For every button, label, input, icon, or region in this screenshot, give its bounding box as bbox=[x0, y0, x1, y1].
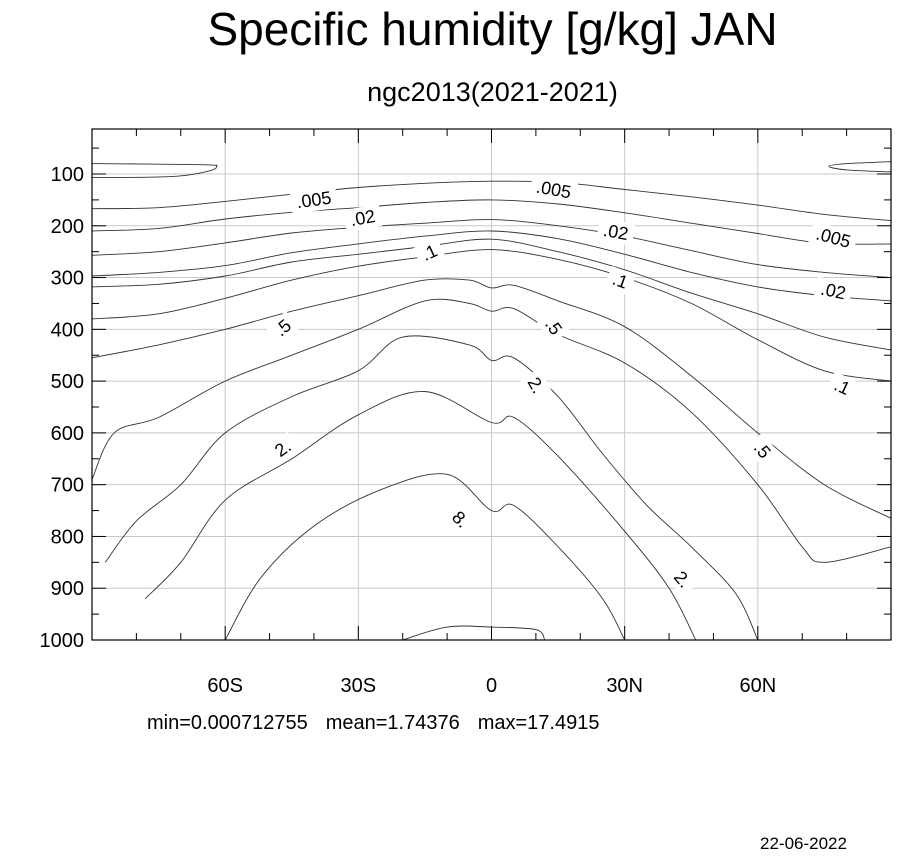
chart-title: Specific humidity [g/kg] JAN bbox=[207, 3, 778, 55]
x-tick-label: 60S bbox=[207, 675, 243, 697]
contour-label-bg bbox=[604, 265, 637, 296]
contour-label-bg bbox=[596, 218, 636, 246]
contour-label: .1 bbox=[604, 265, 637, 296]
contour-line-5 bbox=[144, 391, 697, 641]
contour-label: .5 bbox=[537, 309, 571, 344]
contour-line-0p2 bbox=[91, 249, 892, 382]
x-tick-label: 30S bbox=[341, 675, 377, 697]
contour-label-bg bbox=[443, 502, 478, 537]
contour-label-bg bbox=[665, 562, 700, 597]
contour-label-bg bbox=[813, 276, 854, 306]
y-tick-label: 700 bbox=[51, 475, 84, 497]
contour-label: .1 bbox=[825, 371, 859, 403]
date-stamp: 22-06-2022 bbox=[760, 834, 847, 853]
y-tick-label: 1000 bbox=[40, 630, 85, 652]
y-tick-label: 800 bbox=[51, 526, 84, 548]
stats-min: min=0.000712755 bbox=[147, 712, 308, 734]
contour-label-bg bbox=[825, 371, 859, 403]
plot-border bbox=[91, 128, 892, 641]
contour-label: 2. bbox=[265, 431, 300, 465]
contour-line-1 bbox=[91, 298, 892, 563]
stats-max: max=17.4915 bbox=[477, 712, 600, 734]
contour-label-bg bbox=[265, 431, 300, 465]
stats-line: min=0.000712755 mean=1.74376 max=17.4915 bbox=[147, 712, 617, 735]
chart-subtitle: ngc2013(2021-2021) bbox=[367, 77, 618, 107]
x-tick-label: 60N bbox=[739, 675, 776, 697]
y-tick-label: 100 bbox=[51, 164, 84, 186]
axis-ticks: 60S 30S 0 30N 60N 100 200 300 400 500 600 700 800 900… bbox=[40, 129, 891, 697]
y-tick-label: 900 bbox=[51, 578, 84, 600]
contour-line-0p1 bbox=[91, 238, 892, 351]
x-tick-label: 30N bbox=[606, 675, 643, 697]
contour-line-2 bbox=[104, 335, 759, 641]
contour-label: .02 bbox=[343, 204, 383, 232]
contour-line-0p002 bbox=[91, 163, 218, 179]
x-tick-label: 0 bbox=[486, 675, 497, 697]
contour-label-bg bbox=[537, 309, 571, 344]
y-tick-label: 600 bbox=[51, 423, 84, 445]
contour-label: .02 bbox=[813, 276, 854, 306]
contour-line-0p005 bbox=[91, 180, 892, 222]
contour-label-text: .02 bbox=[349, 206, 377, 230]
contour-label: .02 bbox=[596, 218, 636, 246]
y-tick-label: 400 bbox=[51, 319, 84, 341]
contour-line-0p05 bbox=[91, 230, 892, 302]
contour-label-bg bbox=[412, 237, 446, 269]
contour-label: .005 bbox=[289, 185, 339, 214]
contour-label-bg bbox=[265, 311, 300, 345]
y-tick-label: 500 bbox=[51, 371, 84, 393]
contour-line-0p002 bbox=[828, 161, 892, 173]
contour-label: 2. bbox=[519, 368, 552, 403]
y-tick-label: 300 bbox=[51, 268, 84, 290]
contour-label-bg bbox=[343, 204, 383, 232]
contour-line-0p01 bbox=[91, 199, 892, 245]
contour-label-bg bbox=[519, 368, 552, 403]
contour-label-text: .02 bbox=[602, 220, 630, 244]
contour-label-bg bbox=[529, 174, 579, 205]
y-tick-label: 200 bbox=[51, 216, 84, 238]
contour-label-text: .005 bbox=[295, 188, 332, 213]
contour-label-text: .1 bbox=[610, 269, 631, 293]
contour-label-bg bbox=[808, 221, 859, 255]
contour-lines bbox=[91, 161, 892, 641]
stats-mean: mean=1.74376 bbox=[325, 712, 460, 734]
contour-line-8 bbox=[224, 473, 626, 641]
contour-label-bg bbox=[745, 432, 780, 468]
contour-label: .1 bbox=[412, 237, 446, 269]
contour-label-bg bbox=[289, 185, 339, 214]
contour-line-0p5 bbox=[91, 278, 892, 519]
contour-line-0p02 bbox=[91, 219, 892, 279]
contour-label: .005 bbox=[529, 174, 579, 205]
